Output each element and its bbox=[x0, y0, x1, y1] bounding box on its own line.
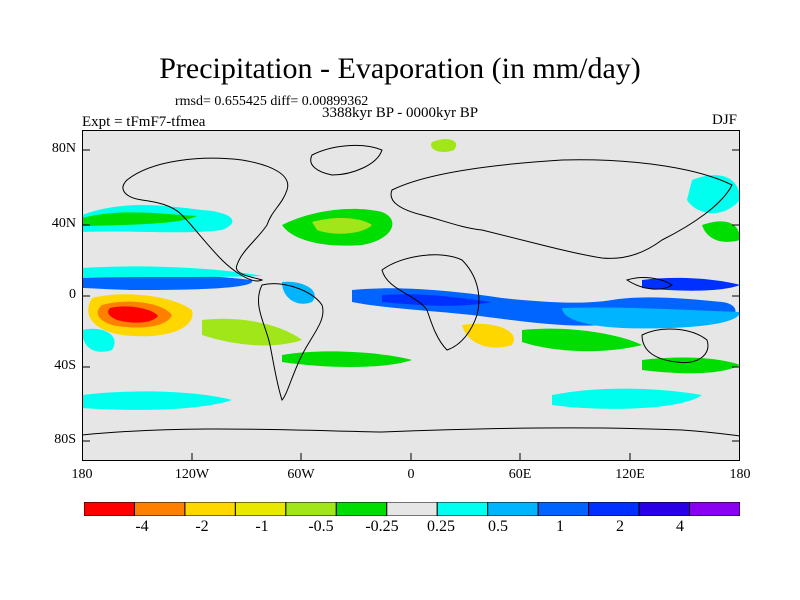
field-south-indian bbox=[562, 307, 740, 329]
field-south-indian-sub bbox=[522, 328, 642, 352]
field-se-pacific-core bbox=[108, 306, 158, 323]
field-ne-asia bbox=[687, 175, 740, 214]
colorbar-swatch bbox=[537, 502, 590, 516]
lat-label-80n: 80N bbox=[51, 141, 76, 156]
field-sw-pacific bbox=[82, 328, 115, 352]
field-n-atlantic-core bbox=[312, 218, 372, 234]
coast-greenland bbox=[310, 145, 383, 176]
colorbar-swatch bbox=[184, 502, 236, 516]
colorbar-label: -4 bbox=[135, 518, 149, 535]
colorbar-swatch bbox=[285, 502, 337, 516]
field-s-pacific-storm bbox=[82, 391, 232, 410]
coast-eurasia bbox=[390, 159, 733, 259]
field-amazon bbox=[282, 281, 315, 304]
coast-africa bbox=[381, 254, 480, 351]
field-s-pacific-west bbox=[642, 357, 740, 374]
colorbar-swatch bbox=[386, 502, 438, 516]
axis-ticks bbox=[82, 149, 740, 461]
lat-label-0: 0 bbox=[69, 287, 76, 302]
colorbar-label: 0.25 bbox=[427, 518, 455, 535]
experiment-label: Expt = tFmF7-tfmea bbox=[82, 114, 206, 130]
lon-label-60e: 60E bbox=[508, 467, 532, 482]
colorbar-label: -0.5 bbox=[308, 518, 334, 535]
field-barents bbox=[431, 139, 457, 153]
colorbar-label: 0.5 bbox=[488, 518, 508, 535]
field-s-america-sub bbox=[202, 318, 302, 346]
colorbar-swatch bbox=[487, 502, 539, 516]
rmsd-diff-stats: rmsd= 0.655425 diff= 0.00899362 bbox=[175, 94, 369, 109]
lon-label-0: 0 bbox=[407, 467, 415, 482]
coast-maritime bbox=[625, 277, 673, 290]
colorbar-swatch bbox=[133, 502, 186, 516]
colorbar-label: -0.25 bbox=[365, 518, 399, 535]
pe-field bbox=[82, 139, 740, 410]
lat-label-80s: 80S bbox=[54, 432, 76, 447]
coast-south-america bbox=[258, 283, 324, 401]
lat-label-40s: 40S bbox=[54, 358, 76, 373]
colorbar-label: 4 bbox=[676, 518, 684, 535]
colorbar-label: -1 bbox=[255, 518, 269, 535]
lat-label-40n: 40N bbox=[51, 216, 76, 231]
coastlines bbox=[82, 145, 740, 437]
colorbar-label: 1 bbox=[556, 518, 564, 535]
colorbar-swatch bbox=[689, 502, 740, 516]
field-n-pacific-core bbox=[82, 212, 197, 226]
map-panel bbox=[82, 130, 740, 461]
colorbar-label: -2 bbox=[195, 518, 209, 535]
coast-australia bbox=[641, 328, 709, 364]
colorbar-swatch bbox=[84, 502, 135, 516]
field-s-atlantic bbox=[282, 351, 412, 367]
field-itcz-pacific bbox=[82, 273, 253, 290]
lon-label-120e: 120E bbox=[615, 467, 645, 482]
lon-label-60w: 60W bbox=[287, 467, 315, 482]
field-nw-pacific bbox=[702, 221, 740, 242]
coast-antarctica bbox=[82, 427, 740, 437]
colorbar-swatch bbox=[234, 502, 287, 516]
colorbar-swatch bbox=[436, 502, 489, 516]
coast-north-america bbox=[122, 157, 289, 282]
colorbar-swatch bbox=[588, 502, 640, 516]
lon-label-120w: 120W bbox=[174, 467, 210, 482]
lon-label-180e: 180 bbox=[729, 467, 751, 482]
plot-title: Precipitation - Evaporation (in mm/day) bbox=[159, 52, 641, 85]
colorbar-swatch bbox=[638, 502, 691, 516]
field-southern-ocean bbox=[552, 388, 702, 409]
colorbar-swatch bbox=[335, 502, 388, 516]
colorbar-label: 2 bbox=[616, 518, 624, 535]
field-atlantic-core bbox=[382, 294, 492, 306]
field-s-africa bbox=[462, 323, 514, 348]
field-itcz-edge bbox=[82, 266, 262, 278]
season-label: DJF bbox=[712, 112, 738, 128]
lon-label-180w: 180 bbox=[71, 467, 93, 482]
colorbar bbox=[84, 502, 740, 516]
period-subtitle: 3388kyr BP - 0000kyr BP bbox=[322, 105, 479, 121]
